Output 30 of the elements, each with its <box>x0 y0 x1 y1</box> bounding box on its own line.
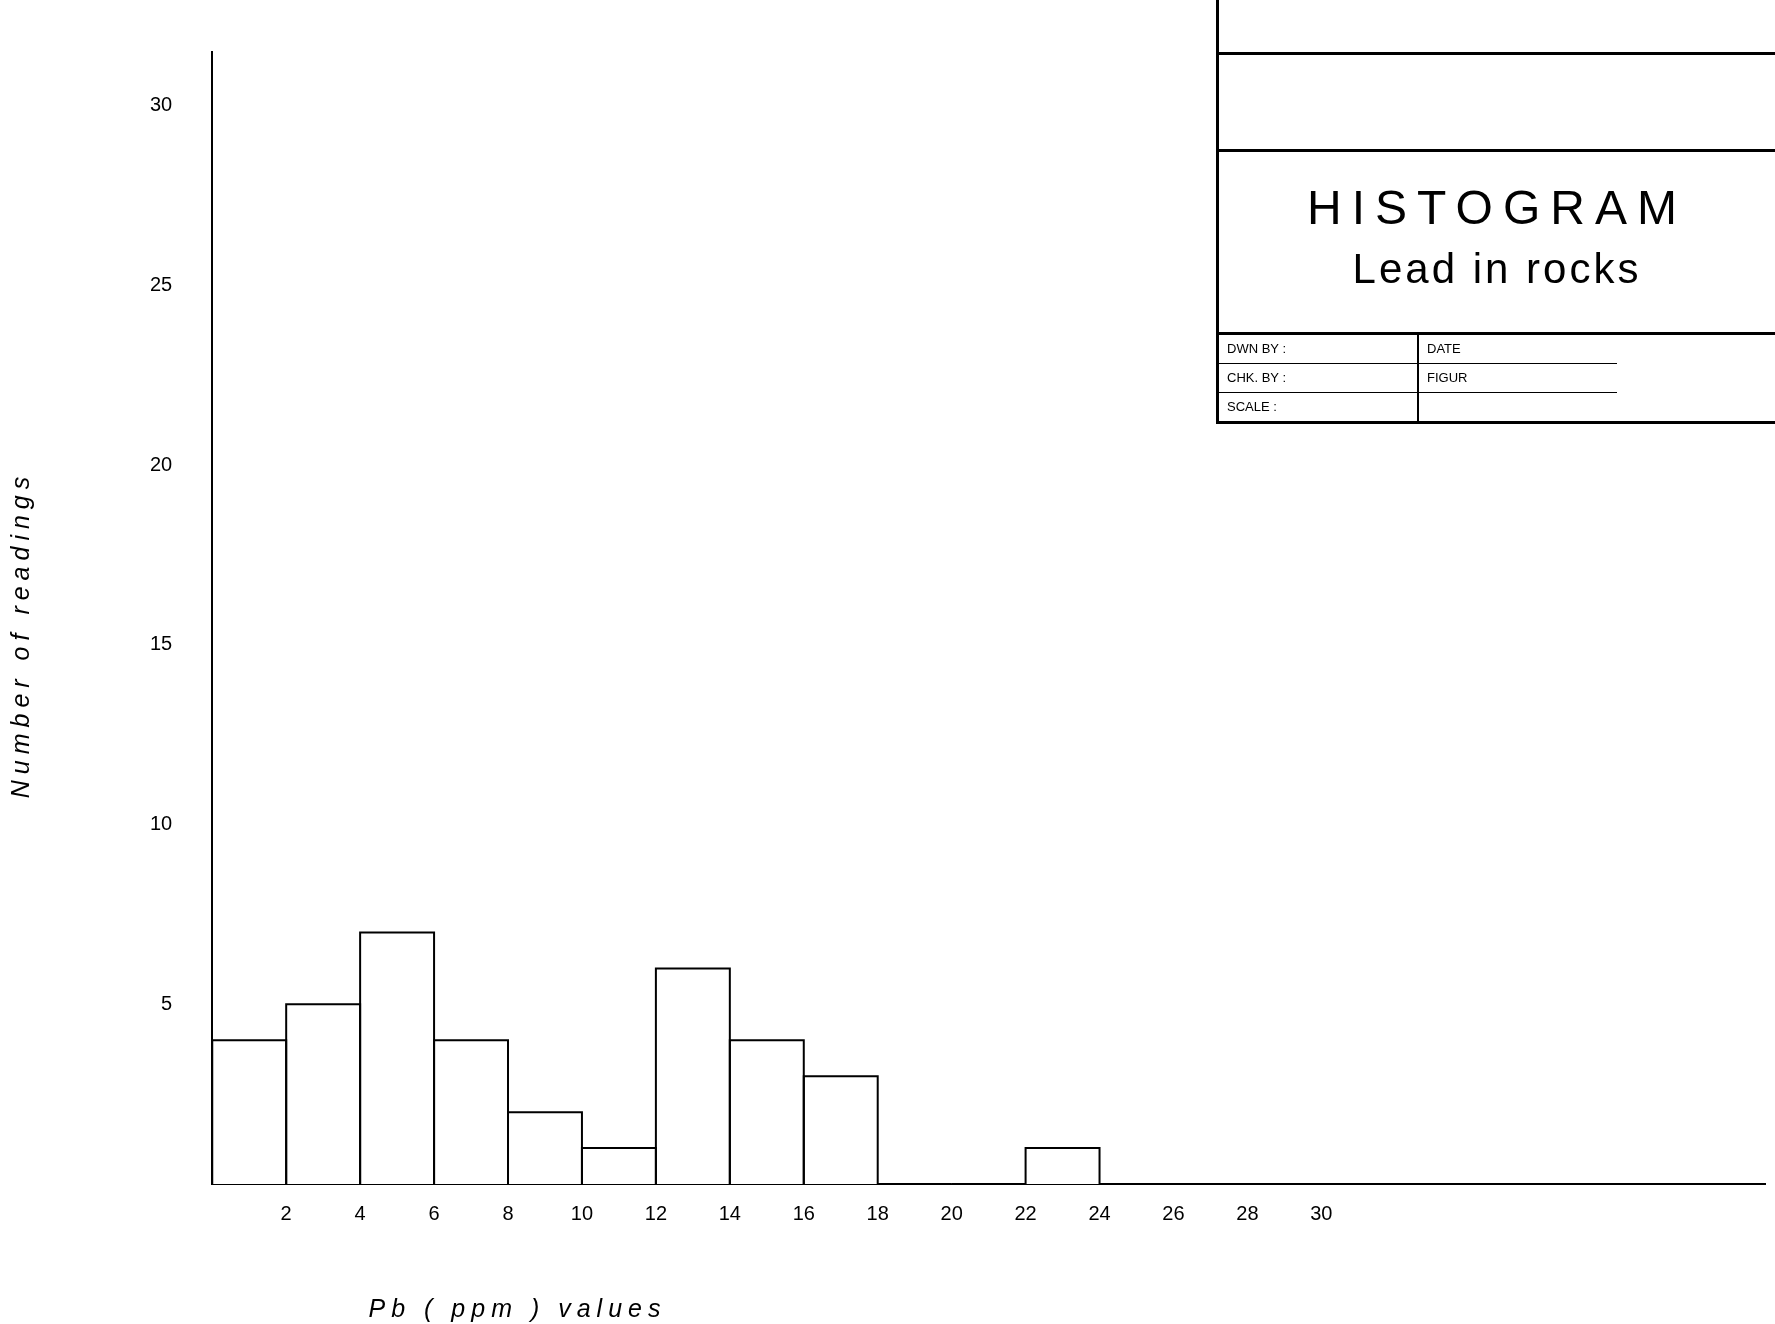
y-tick-label: 15 <box>150 632 173 655</box>
annotation: FIGUR <box>1419 364 1617 393</box>
x-tick-label: 16 <box>792 1201 815 1224</box>
annotation: DATE <box>1419 335 1617 364</box>
x-tick-label: 2 <box>280 1201 292 1224</box>
annotation: DWN BY : <box>1219 335 1417 364</box>
annotation: SCALE : <box>1219 393 1417 422</box>
x-tick-label: 28 <box>1236 1201 1259 1224</box>
x-tick-label: 18 <box>866 1201 889 1224</box>
y-tick-label: 5 <box>161 991 173 1014</box>
x-tick-label: 22 <box>1014 1201 1037 1224</box>
x-tick-label: 4 <box>354 1201 366 1224</box>
x-tick-label: 20 <box>940 1201 963 1224</box>
y-axis-title: Number of readings <box>5 469 35 801</box>
x-tick-label: 10 <box>570 1201 594 1224</box>
chart-title: HISTOGRAM <box>1307 181 1687 234</box>
x-tick-label: 30 <box>1310 1201 1333 1224</box>
x-tick-label: 12 <box>644 1201 668 1224</box>
x-axis-title: Pb ( ppm ) values <box>368 1294 667 1322</box>
x-tick-label: 24 <box>1088 1201 1111 1224</box>
x-tick-label: 8 <box>502 1201 514 1224</box>
y-tick-label: 30 <box>150 93 173 116</box>
x-tick-label: 26 <box>1162 1201 1185 1224</box>
y-tick-label: 25 <box>150 273 173 296</box>
text: Lead in rocks <box>1352 245 1642 292</box>
x-tick-label: 6 <box>428 1201 440 1224</box>
y-tick-label: 20 <box>150 452 173 475</box>
y-tick-label: 10 <box>150 812 173 835</box>
x-tick-label: 14 <box>718 1201 741 1224</box>
annotation: CHK. BY : <box>1219 364 1417 393</box>
